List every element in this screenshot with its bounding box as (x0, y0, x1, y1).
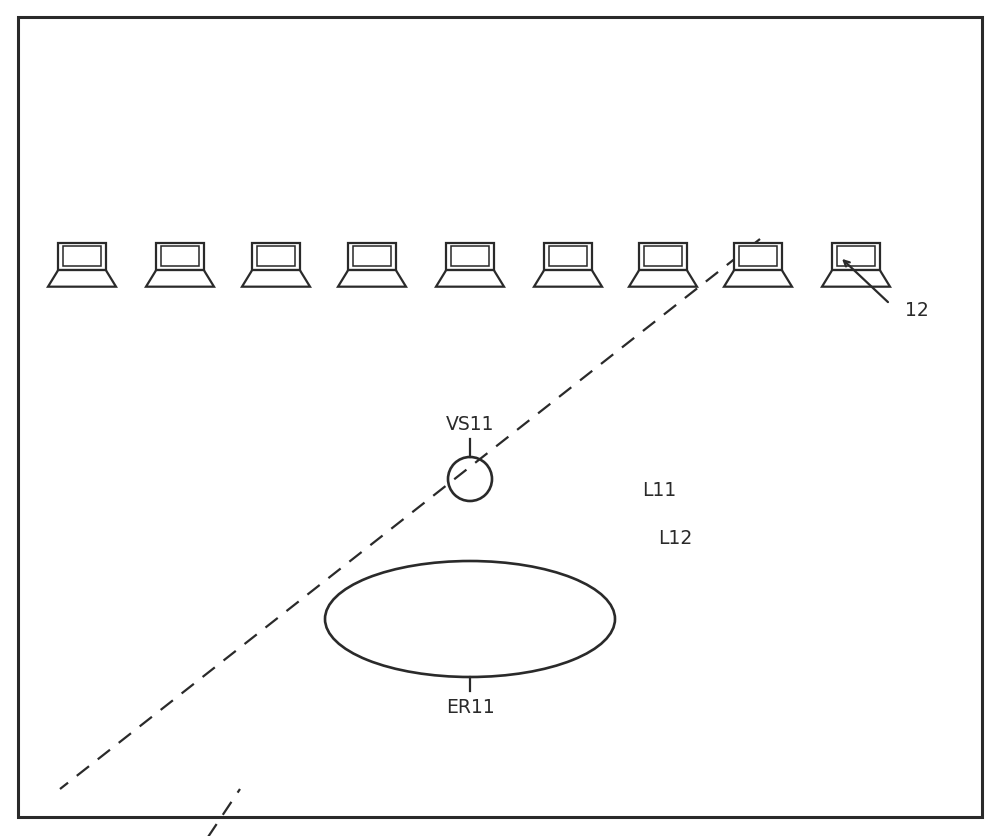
Bar (549, 247, 587, 267)
Polygon shape (338, 271, 406, 288)
Polygon shape (242, 271, 310, 288)
Polygon shape (822, 271, 890, 288)
Bar (644, 247, 682, 267)
Bar (451, 247, 489, 267)
Bar (639, 244, 687, 271)
Polygon shape (48, 271, 116, 288)
Bar (58, 244, 106, 271)
Bar (348, 244, 396, 271)
Polygon shape (724, 271, 792, 288)
Bar (734, 244, 782, 271)
Bar (63, 247, 101, 267)
Bar (446, 244, 494, 271)
Polygon shape (629, 271, 697, 288)
Text: L12: L12 (658, 528, 692, 547)
Bar (156, 244, 204, 271)
Bar (837, 247, 875, 267)
Text: 12: 12 (905, 300, 929, 319)
Text: ER11: ER11 (446, 697, 494, 716)
FancyBboxPatch shape (18, 18, 982, 817)
Bar (739, 247, 777, 267)
Polygon shape (436, 271, 504, 288)
Bar (544, 244, 592, 271)
Polygon shape (534, 271, 602, 288)
Text: L11: L11 (642, 480, 676, 499)
Bar (161, 247, 199, 267)
Text: VS11: VS11 (446, 415, 494, 434)
Bar (353, 247, 391, 267)
Bar (257, 247, 295, 267)
Bar (832, 244, 880, 271)
Bar (252, 244, 300, 271)
Polygon shape (146, 271, 214, 288)
